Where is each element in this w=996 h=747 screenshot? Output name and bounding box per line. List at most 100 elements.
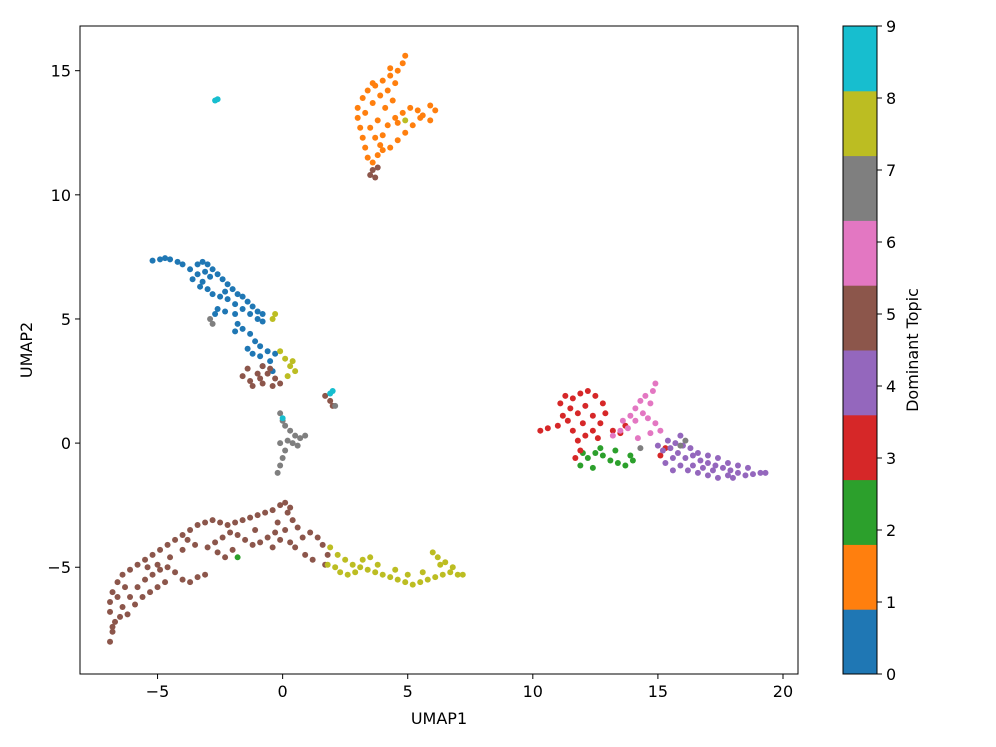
scatter-point-topic-8 [374,561,381,568]
scatter-point-topic-6 [609,432,616,439]
scatter-point-topic-4 [709,467,716,474]
scatter-point-topic-8 [379,571,386,578]
scatter-point-topic-8 [439,571,446,578]
scatter-point-topic-5 [277,536,284,543]
scatter-point-topic-4 [677,462,684,469]
scatter-point-topic-8 [367,554,374,561]
scatter-point-topic-6 [627,412,634,419]
scatter-point-topic-8 [342,556,349,563]
scatter-point-topic-7 [209,320,216,327]
scatter-point-topic-8 [429,549,436,556]
scatter-point-topic-0 [214,306,221,313]
scatter-point-topic-4 [699,464,706,471]
scatter-point-topic-5 [254,370,261,377]
scatter-point-topic-1 [427,102,434,109]
scatter-point-topic-6 [619,417,626,424]
scatter-point-topic-5 [369,167,376,173]
scatter-point-topic-5 [269,383,276,389]
scatter-point-topic-7 [294,442,301,449]
scatter-point-topic-1 [377,142,384,149]
scatter-point-topic-6 [634,435,641,442]
y-axis-label: UMAP2 [17,322,36,378]
scatter-point-topic-4 [672,440,679,447]
scatter-point-topic-5 [109,623,116,630]
scatter-point-topic-3 [544,425,551,432]
scatter-point-topic-4 [724,472,731,479]
scatter-point-topic-4 [687,445,694,452]
scatter-point-topic-1 [384,87,391,94]
scatter-point-topic-1 [402,52,409,59]
scatter-point-topic-7 [297,435,304,442]
scatter-point-topic-8 [332,564,339,571]
y-tick-label: 0 [61,434,71,453]
scatter-point-topic-5 [184,536,191,543]
scatter-point-topic-1 [359,134,366,141]
scatter-point-topic-4 [712,462,719,469]
scatter-point-topic-2 [629,457,636,464]
scatter-point-topic-8 [272,311,279,317]
scatter-point-topic-0 [239,306,246,313]
scatter-point-topic-6 [632,405,639,412]
scatter-point-topic-4 [757,469,764,476]
scatter-point-topic-5 [142,556,149,563]
scatter-point-topic-5 [114,594,121,601]
scatter-point-topic-5 [324,551,331,558]
scatter-point-topic-5 [259,380,266,387]
scatter-point-topic-1 [387,144,394,151]
scatter-point-topic-8 [392,566,399,573]
scatter-point-topic-5 [234,531,241,538]
scatter-point-topic-2 [614,459,621,466]
y-tick-label: 5 [61,310,71,329]
scatter-point-topic-2 [612,447,619,454]
scatter-point-topic-7 [287,427,294,434]
scatter-point-topic-5 [124,611,131,618]
y-tick-label: 15 [51,62,71,81]
scatter-point-topic-5 [209,517,216,524]
scatter-point-topic-6 [637,397,644,404]
scatter-point-topic-0 [234,291,241,298]
scatter-point-topic-6 [632,417,639,424]
scatter-point-topic-4 [689,462,696,469]
scatter-point-topic-5 [249,383,256,389]
scatter-point-topic-5 [327,397,334,404]
scatter-point-topic-0 [222,288,229,295]
scatter-point-topic-2 [592,450,599,457]
scatter-point-topic-1 [379,132,386,139]
scatter-point-topic-5 [217,519,224,526]
scatter-point-topic-4 [667,445,674,452]
scatter-point-topic-3 [554,422,561,429]
scatter-point-topic-2 [589,464,596,471]
scatter-point-topic-8 [352,569,359,576]
scatter-point-topic-0 [244,298,251,305]
scatter-point-topic-3 [602,410,609,417]
scatter-point-topic-5 [244,365,251,372]
scatter-point-topic-7 [637,445,644,452]
scatter-point-topic-5 [122,584,129,591]
scatter-point-topic-8 [284,373,291,380]
scatter-point-topic-3 [589,412,596,419]
scatter-point-topic-0 [232,328,239,335]
scatter-point-topic-0 [244,345,251,352]
colorbar [843,26,877,675]
scatter-point-topic-9 [214,96,221,103]
scatter-point-topic-5 [119,571,126,578]
scatter-point-topic-0 [167,256,174,263]
scatter-point-topic-0 [239,293,246,300]
scatter-point-topic-5 [154,584,161,591]
scatter-point-topic-5 [277,380,284,387]
scatter-point-topic-8 [334,551,341,558]
scatter-point-topic-4 [762,469,769,476]
x-tick-label: −5 [146,682,170,701]
y-tick-label: −5 [47,558,71,577]
scatter-point-topic-4 [694,469,701,476]
scatter-point-topic-6 [647,430,654,437]
scatter-point-topic-0 [199,258,206,265]
scatter-point-topic-5 [157,546,164,553]
colorbar-segment-6 [843,220,877,286]
x-axis-ticks: −5 0 5 10 15 20 [146,674,793,701]
scatter-point-topic-1 [369,159,376,166]
scatter-point-topic-5 [179,546,186,553]
scatter-point-topic-5 [212,539,219,546]
scatter-point-topic-1 [394,67,401,74]
